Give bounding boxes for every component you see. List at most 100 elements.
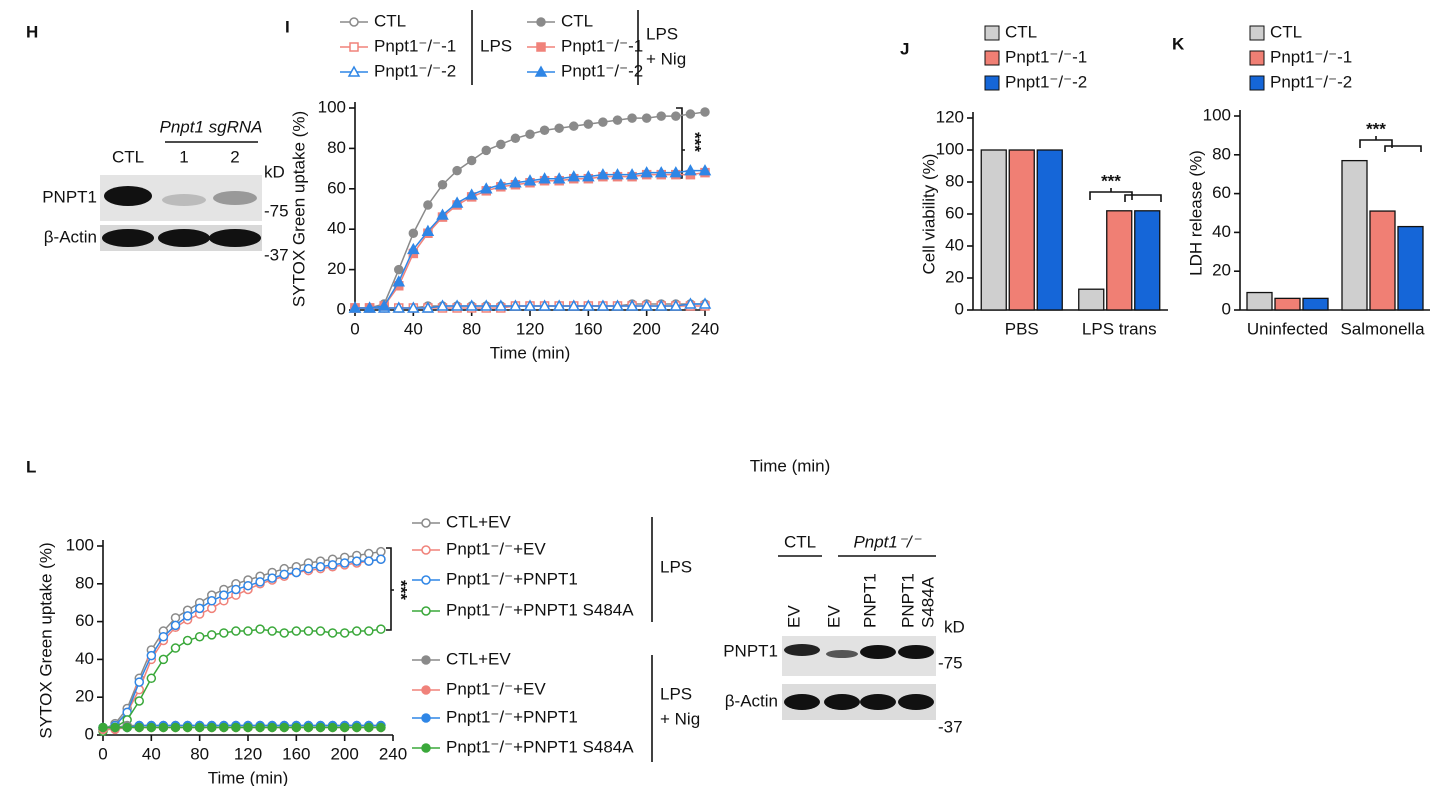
marker [376,624,386,634]
marker [243,580,253,591]
marker [627,113,637,123]
legend-label: Pnpt1⁻/⁻+EV [446,679,546,698]
marker [364,548,374,559]
marker [146,673,157,684]
marker [363,301,376,313]
group-label: CTL [784,532,816,551]
marker [554,123,564,133]
marker [134,722,144,733]
marker [421,518,431,528]
unit-label: kD [264,162,285,181]
marker [243,626,253,636]
marker [182,722,193,733]
marker [421,575,431,585]
marker [669,299,683,311]
marker [582,170,595,182]
marker [437,180,448,190]
marker [408,228,419,238]
marker [170,620,181,631]
marker [122,722,132,733]
marker [352,626,362,636]
y-tick-label: 0 [1222,299,1231,318]
panel-label: I [285,17,290,36]
marker [267,573,277,583]
y-tick-label: 0 [955,299,964,318]
marker [466,155,477,166]
y-tick-label: 100 [936,139,964,158]
marker [611,168,624,180]
marker [479,182,493,194]
marker [684,297,697,309]
marker [376,722,386,733]
marker [538,299,551,311]
y-tick-label: 20 [1212,261,1231,280]
blot-band [784,644,820,656]
y-tick-label: 120 [936,107,964,126]
blot-band [784,694,820,710]
panel-label: K [1172,34,1185,53]
marker [596,168,610,180]
marker [536,42,546,52]
significance: *** [392,580,411,600]
legend-group-label: LPS [480,36,512,55]
legend-label: Pnpt1⁻/⁻+PNPT1 S484A [446,737,634,756]
legend-label: Pnpt1⁻/⁻-1 [561,36,643,55]
marker [303,563,314,574]
marker [539,125,550,135]
legend-label: CTL [561,11,593,30]
marker [194,722,205,733]
lane-label: EV [784,605,803,628]
y-tick-label: 100 [1203,105,1231,124]
marker [364,626,374,636]
blot-band [898,645,934,659]
x-tick-label: 240 [379,744,407,763]
legend-label: CTL [1270,22,1302,41]
blot-band [824,694,860,710]
y-tick-label: 80 [327,138,346,157]
x-tick-label: 160 [282,744,310,763]
marker [303,626,314,636]
legend-swatch [1249,75,1265,91]
marker [567,170,581,182]
marker [640,166,653,178]
sig-bracket [1089,188,1162,202]
marker [698,164,712,176]
marker [523,174,537,186]
x-tick-label: 240 [691,319,719,338]
y-tick-label: 100 [66,535,94,554]
legend-label: CTL [1005,22,1037,41]
marker [671,111,681,121]
legend-label: Pnpt1⁻/⁻-2 [561,61,643,80]
marker [219,722,229,733]
marker [182,611,193,621]
marker [158,631,169,642]
legend-label: CTL+EV [446,649,511,668]
blot-band [826,650,858,658]
significance: *** [1366,119,1386,138]
x-axis-label: Time (min) [208,768,289,786]
marker [349,42,359,52]
bar [1341,159,1368,311]
legend-group-label: LPS [660,684,692,703]
marker [569,121,579,131]
y-tick-label: 0 [85,724,94,743]
legend-label: Pnpt1⁻/⁻-2 [374,61,456,80]
y-tick-label: 40 [327,219,346,238]
row-label: PNPT1 [723,641,778,660]
marker [146,650,157,661]
sig-bracket [1359,136,1422,152]
series-line [355,111,706,309]
marker [255,722,265,733]
y-axis-label: SYTOX Green uptake (%) [289,111,308,307]
marker [291,567,302,578]
marker [582,299,595,311]
marker [339,628,350,638]
marker [98,722,108,733]
x-tick-label: 80 [462,319,481,338]
bar [1036,149,1063,311]
marker [291,626,302,636]
marker [598,117,608,127]
marker [255,624,265,634]
